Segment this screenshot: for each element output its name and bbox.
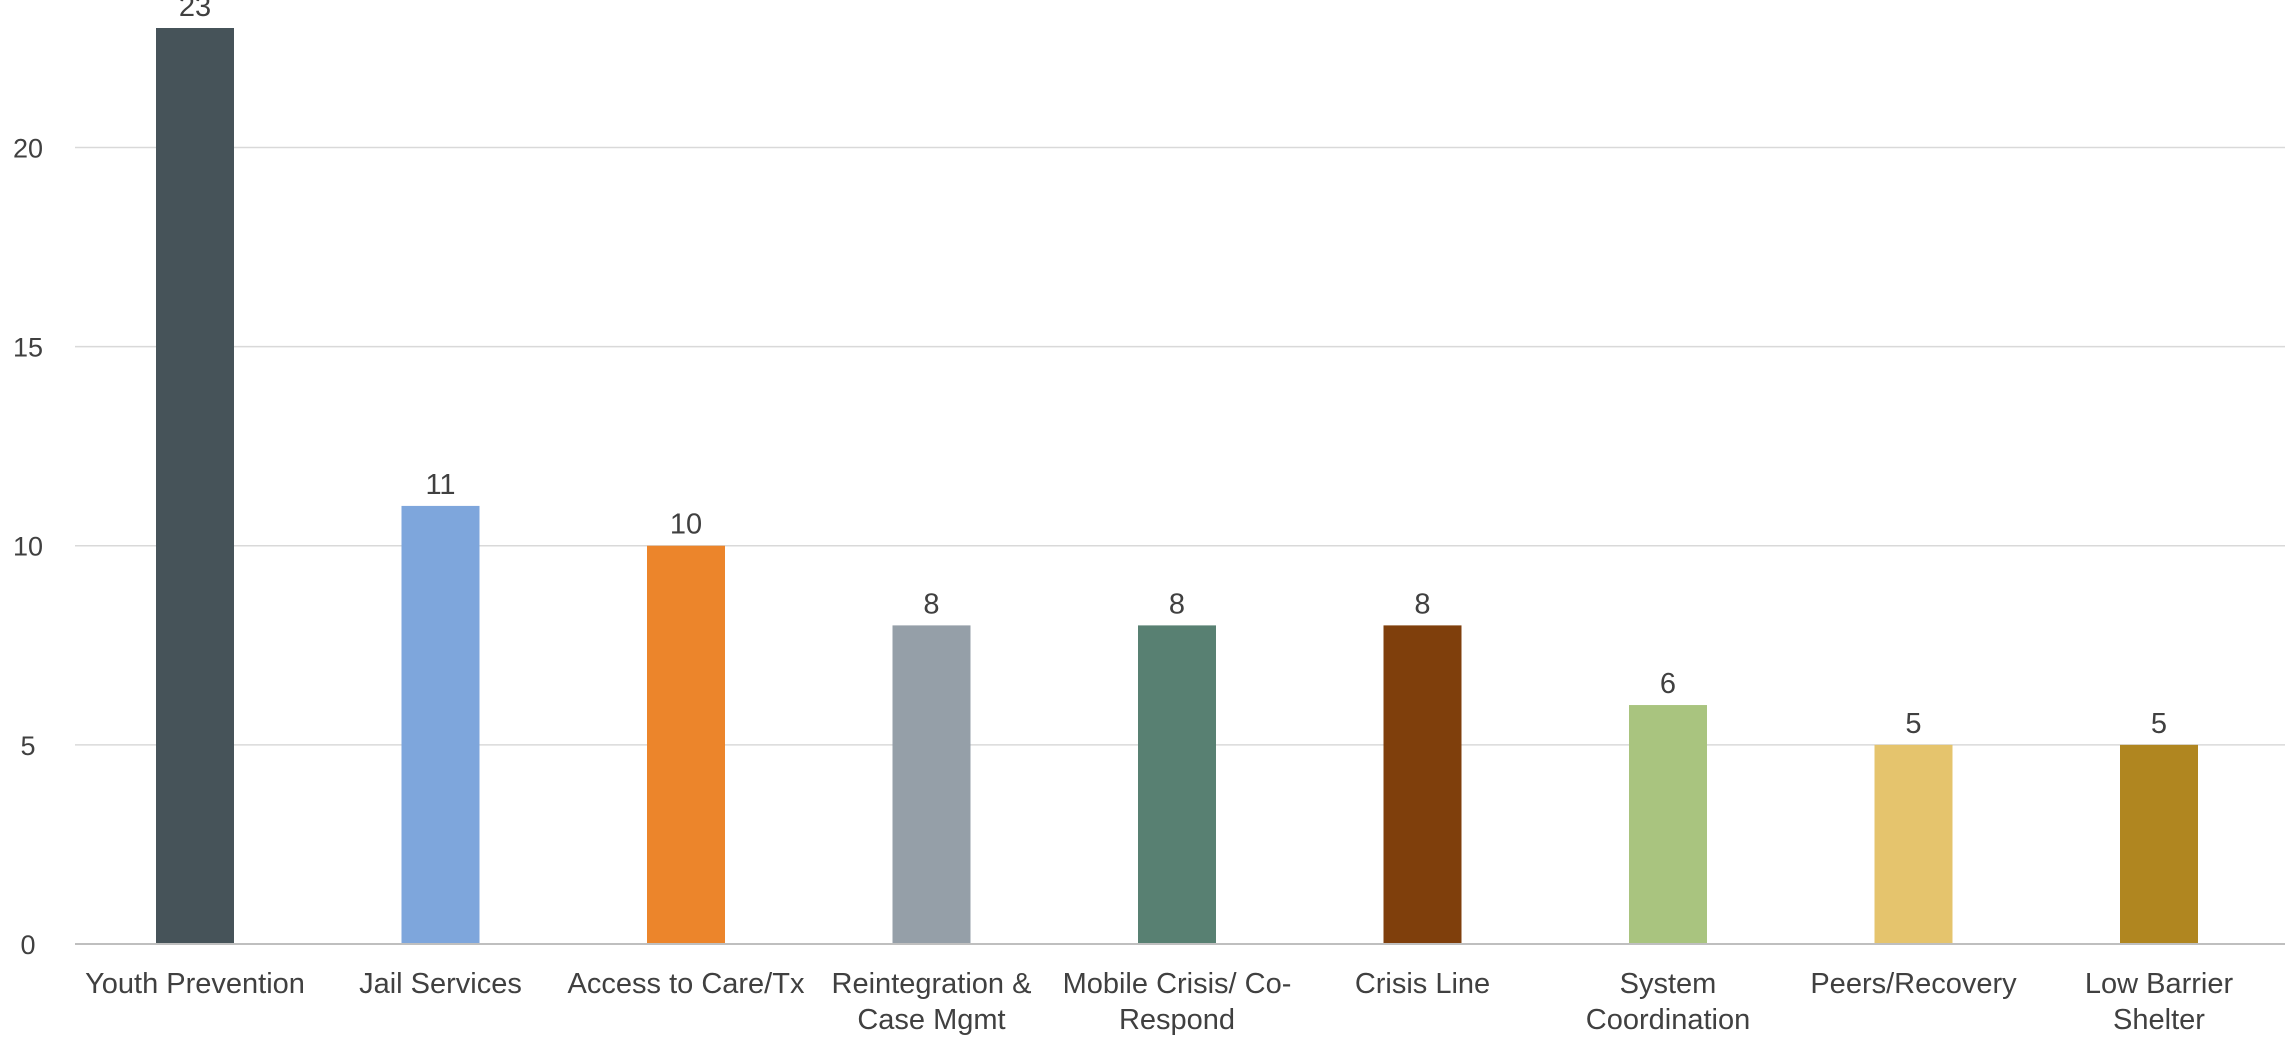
y-tick-label-5: 5: [20, 731, 35, 761]
bar-7: [1629, 705, 1707, 944]
bar-2: [401, 505, 480, 944]
data-label-6: 8: [1414, 588, 1430, 620]
data-label-4: 8: [923, 588, 939, 620]
category-label-6: Crisis Line: [1355, 968, 1490, 1000]
x-axis-categories: Youth Prevention Jail Services Access to C…: [85, 968, 2233, 1036]
category-label-8: Peers/Recovery: [1810, 968, 2017, 1000]
data-label-9: 5: [2151, 708, 2167, 740]
bar-3: [647, 545, 725, 944]
bar-6: [1383, 625, 1462, 944]
category-label-7: System Coordination: [1586, 968, 1750, 1036]
bars: [156, 28, 2198, 944]
data-label-1: 23: [179, 0, 211, 23]
bar-5: [1138, 625, 1216, 944]
data-label-2: 11: [425, 469, 455, 501]
data-label-3: 10: [670, 509, 702, 541]
y-tick-label-0: 0: [20, 930, 35, 960]
y-tick-label-20: 20: [13, 133, 43, 163]
data-label-5: 8: [1169, 588, 1185, 620]
data-label-7: 6: [1660, 668, 1676, 700]
category-label-5: Mobile Crisis/ Co-Respond: [1063, 968, 1292, 1036]
category-label-1: Youth Prevention: [85, 968, 305, 1000]
y-axis-ticks: 0 5 10 15 20: [13, 133, 43, 960]
y-tick-label-15: 15: [13, 333, 43, 363]
category-label-3: Access to Care/Tx: [568, 968, 805, 1000]
data-labels: 23 11 10 8 8 8 6 5 5: [179, 0, 2167, 740]
bar-8: [1874, 744, 1953, 944]
bar-1: [156, 28, 234, 944]
category-label-4: Reintegration & Case Mgmt: [832, 968, 1032, 1036]
bar-9: [2120, 744, 2198, 944]
category-label-9: Low Barrier Shelter: [2085, 968, 2234, 1036]
bar-4: [892, 625, 971, 944]
category-label-2: Jail Services: [359, 968, 522, 1000]
data-label-8: 5: [1905, 708, 1921, 740]
y-tick-label-10: 10: [13, 532, 43, 562]
